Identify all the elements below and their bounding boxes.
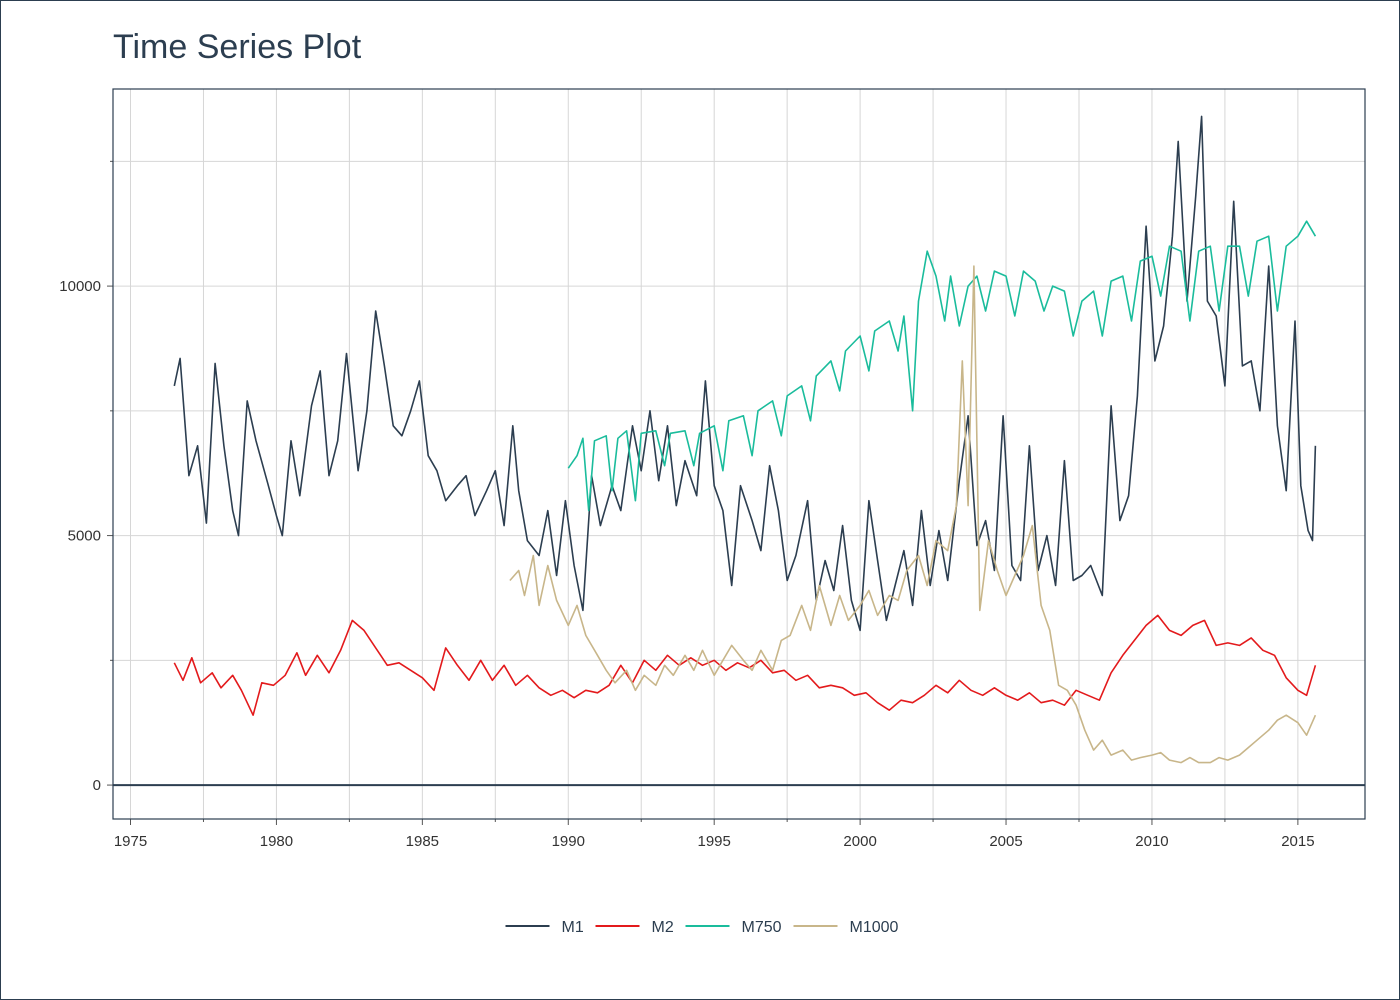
y-tick-label: 5000	[68, 528, 101, 545]
legend-item-m1000[interactable]: M1000	[793, 919, 899, 936]
legend-item-m2[interactable]: M2	[595, 919, 674, 936]
legend-item-m1[interactable]: M1	[505, 919, 584, 936]
x-tick-label: 1990	[552, 833, 585, 850]
series-line-m1000	[509, 265, 1317, 764]
legend-label: M2	[652, 919, 674, 936]
y-tick-label: 10000	[59, 278, 101, 295]
x-tick-label: 1975	[114, 833, 147, 850]
plot-border	[112, 88, 1366, 820]
x-tick-label: 1995	[698, 833, 731, 850]
series-line-m2	[173, 614, 1317, 716]
x-tick-label: 2000	[843, 833, 876, 850]
series-line-m750	[567, 220, 1317, 512]
legend-label: M750	[742, 919, 782, 936]
x-tick-label: 2015	[1281, 833, 1314, 850]
legend-label: M1	[562, 919, 584, 936]
axes: 1975 1980 1985 1990 1995 2000 2005 2010 2015 0 500…	[59, 88, 1366, 850]
chart-title: Time Series Plot	[113, 28, 362, 66]
x-tick-label: 2005	[989, 833, 1022, 850]
legend-item-m750[interactable]: M750	[685, 919, 782, 936]
x-tick-label: 2010	[1135, 833, 1168, 850]
x-tick-label: 1980	[260, 833, 293, 850]
x-tick-label: 1985	[406, 833, 439, 850]
series-line-m1	[173, 115, 1317, 632]
legend-label: M1000	[850, 919, 899, 936]
series-lines	[173, 115, 1317, 764]
y-tick-label: 0	[93, 777, 101, 794]
grid	[113, 89, 1365, 819]
legend: M1 M2 M750 M1000	[505, 919, 899, 936]
